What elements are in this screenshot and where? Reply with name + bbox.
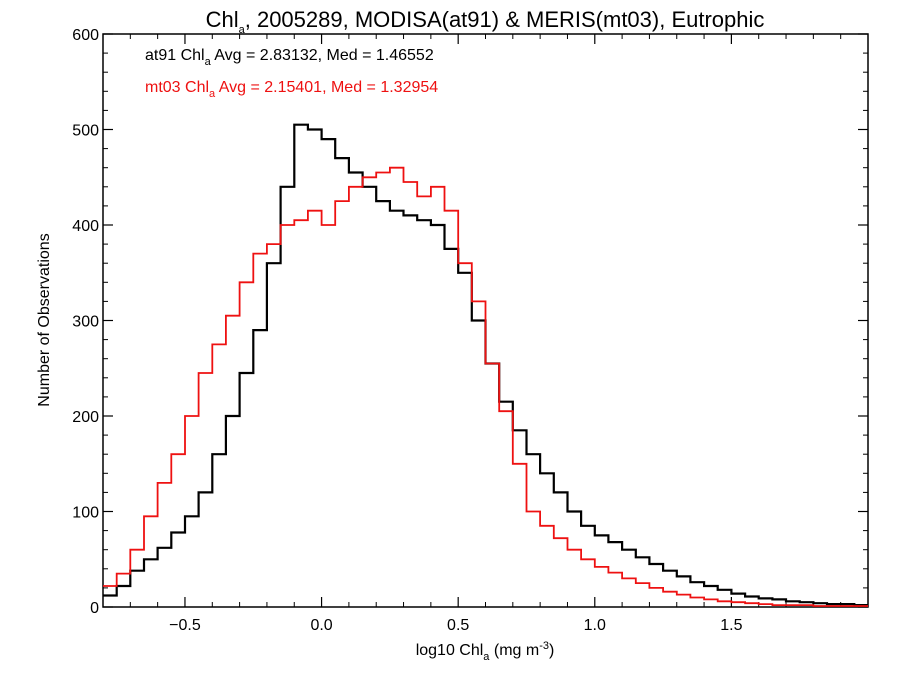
chart-title: Chla, 2005289, MODISA(at91) & MERIS(mt03… [206, 7, 765, 36]
y-tick-label: 600 [72, 27, 99, 44]
x-tick-label: 1.5 [720, 617, 742, 634]
annotation-mt03: mt03 Chla Avg = 2.15401, Med = 1.32954 [145, 79, 438, 100]
y-tick-label: 500 [72, 123, 99, 140]
chart-title-subscript: a [239, 24, 246, 36]
annotation-at91-prefix: at91 Chl [145, 47, 205, 64]
chart-title-prefix: Chl [206, 7, 239, 32]
y-tick-label: 0 [90, 600, 99, 617]
y-tick-label: 300 [72, 314, 99, 331]
x-tick-label: 1.0 [584, 617, 606, 634]
annotation-at91-subscript: a [205, 56, 212, 68]
x-axis-label-units: (mg m [489, 642, 539, 659]
histogram-series [103, 123, 868, 607]
x-tick-label: −0.5 [169, 617, 201, 634]
x-axis-label: log10 Chla (mg m-3) [416, 640, 555, 663]
series-line-2 [103, 166, 868, 607]
x-axis-label-superscript: -3 [539, 640, 549, 652]
y-axis-label: Number of Observations [36, 233, 53, 406]
x-tick-label: 0.0 [310, 617, 332, 634]
annotation-at91: at91 Chla Avg = 2.83132, Med = 1.46552 [145, 47, 434, 68]
x-axis-label-end: ) [549, 642, 554, 659]
annotation-at91-rest: Avg = 2.83132, Med = 1.46552 [211, 47, 434, 64]
x-axis-label-subscript: a [483, 651, 490, 663]
x-axis-label-prefix: log10 Chl [416, 642, 484, 659]
y-tick-label: 200 [72, 409, 99, 426]
annotation-mt03-subscript: a [209, 88, 216, 100]
y-tick-label: 400 [72, 218, 99, 235]
y-tick-label: 100 [72, 505, 99, 522]
annotation-mt03-prefix: mt03 Chl [145, 79, 209, 96]
y-axis-ticks: 0 100 200 300 400 500 600 [72, 27, 868, 617]
x-axis-ticks: −0.5 0.0 0.5 1.0 1.5 [129, 34, 842, 634]
chart-title-rest: , 2005289, MODISA(at91) & MERIS(mt03), E… [245, 7, 765, 32]
series-line-1 [103, 123, 868, 607]
x-tick-label: 0.5 [447, 617, 469, 634]
annotation-mt03-rest: Avg = 2.15401, Med = 1.32954 [215, 79, 438, 96]
